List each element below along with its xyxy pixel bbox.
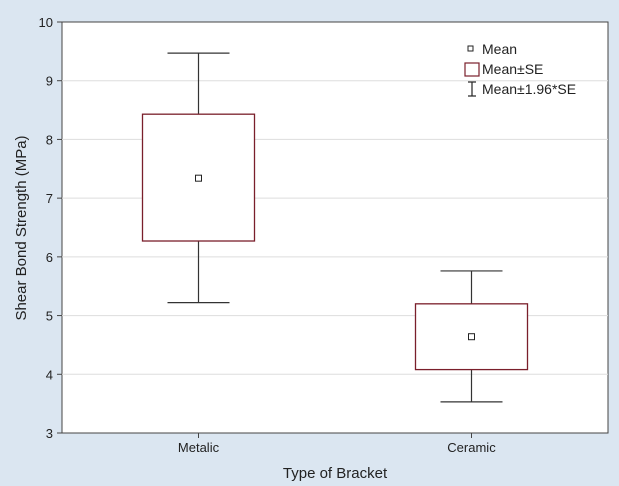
y-tick-label: 9 (46, 74, 53, 89)
x-axis-title: Type of Bracket (283, 465, 388, 482)
legend-se-label: Mean±SE (482, 61, 543, 77)
box-ceramic (414, 270, 529, 403)
legend-ci-marker (468, 81, 476, 97)
x-axis: Metalic Ceramic (178, 433, 496, 455)
mean-marker (195, 174, 202, 182)
y-axis: 3 4 5 6 7 8 9 10 (39, 15, 62, 441)
x-tick-label: Ceramic (447, 440, 496, 455)
y-tick-label: 6 (46, 250, 53, 265)
legend-se-marker (464, 62, 480, 77)
y-tick-label: 7 (46, 191, 53, 206)
y-tick-label: 10 (39, 15, 53, 30)
legend-mean-label: Mean (482, 41, 517, 57)
legend: Mean Mean±SE Mean±1.96*SE (464, 41, 576, 97)
y-tick-label: 4 (46, 367, 53, 382)
y-axis-title: Shear Bond Strength (MPa) (13, 135, 30, 320)
y-tick-label: 3 (46, 426, 53, 441)
box-metalic (141, 52, 256, 304)
legend-ci-label: Mean±1.96*SE (482, 81, 576, 97)
boxes (141, 52, 529, 403)
x-tick-label: Metalic (178, 440, 220, 455)
y-tick-label: 8 (46, 132, 53, 147)
mean-marker (468, 333, 475, 341)
y-tick-label: 5 (46, 309, 53, 324)
legend-mean-marker (467, 45, 474, 52)
